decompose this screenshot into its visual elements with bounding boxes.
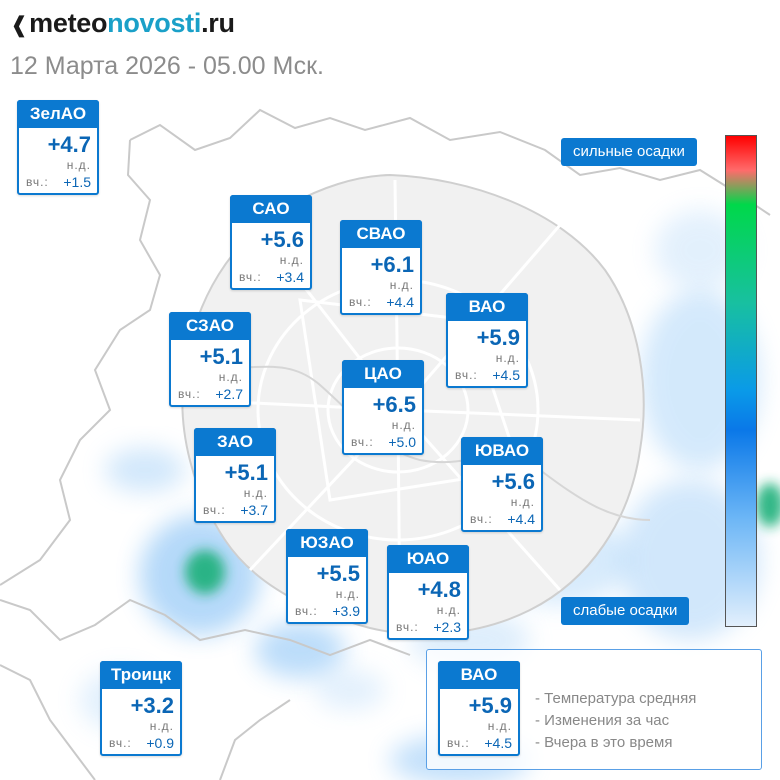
district-hourly-change: н.д. xyxy=(495,351,520,365)
district-card-svao: СВАО +6.1 н.д. вч.: +4.4 xyxy=(340,220,422,315)
district-yesterday-value: +4.4 xyxy=(386,294,414,310)
district-name: ЮЗАО xyxy=(286,529,368,557)
district-temp: +5.6 xyxy=(260,227,304,252)
district-card-zao: ЗАО +5.1 н.д. вч.: +3.7 xyxy=(194,428,276,523)
district-yesterday-label: вч.: xyxy=(203,503,226,517)
district-yesterday-label: вч.: xyxy=(455,368,478,382)
district-name: ЗАО xyxy=(194,428,276,456)
district-yesterday-label: вч.: xyxy=(349,295,372,309)
district-yesterday-value: +3.9 xyxy=(332,603,360,619)
district-yesterday-value: +2.3 xyxy=(433,619,461,635)
district-name: ЦАО xyxy=(342,360,424,388)
district-name: ЮВАО xyxy=(461,437,543,465)
district-temp: +6.1 xyxy=(370,252,414,277)
forecast-datetime: 12 Марта 2026 - 05.00 Мск. xyxy=(10,52,324,80)
district-yesterday-value: +4.5 xyxy=(484,735,512,751)
district-card-sao: САО +5.6 н.д. вч.: +3.4 xyxy=(230,195,312,290)
district-yesterday-label: вч.: xyxy=(109,736,132,750)
district-hourly-change: н.д. xyxy=(391,418,416,432)
district-yesterday-value: +4.4 xyxy=(507,511,535,527)
district-temp: +4.8 xyxy=(417,577,461,602)
district-temp: +5.9 xyxy=(476,325,520,350)
legend-panel: ВАО +5.9 н.д. вч.: +4.5 - Температура ср… xyxy=(426,649,762,770)
district-yesterday-value: +5.0 xyxy=(388,434,416,450)
district-hourly-change: н.д. xyxy=(66,158,91,172)
district-name: СВАО xyxy=(340,220,422,248)
district-hourly-change: н.д. xyxy=(218,370,243,384)
weak-precip-label: слабые осадки xyxy=(561,597,690,625)
district-card-szao: СЗАО +5.1 н.д. вч.: +2.7 xyxy=(169,312,251,407)
logo-part-novosti: novosti xyxy=(107,8,202,38)
district-card-cao: ЦАО +6.5 н.д. вч.: +5.0 xyxy=(342,360,424,455)
district-hourly-change: н.д. xyxy=(487,719,512,733)
district-name: ВАО xyxy=(446,293,528,321)
district-yesterday-label: вч.: xyxy=(239,270,262,284)
district-yesterday-label: вч.: xyxy=(295,604,318,618)
district-temp: +5.5 xyxy=(316,561,360,586)
district-name: САО xyxy=(230,195,312,223)
district-yesterday-value: +3.4 xyxy=(276,269,304,285)
district-card-zelao: ЗелАО +4.7 н.д. вч.: +1.5 xyxy=(17,100,99,195)
district-yesterday-label: вч.: xyxy=(351,435,374,449)
district-yesterday-label: вч.: xyxy=(178,387,201,401)
district-name: СЗАО xyxy=(169,312,251,340)
district-yesterday-label: вч.: xyxy=(396,620,419,634)
district-card-vao: ВАО +5.9 н.д. вч.: +4.5 xyxy=(446,293,528,388)
district-yesterday-value: +4.5 xyxy=(492,367,520,383)
district-yesterday-label: вч.: xyxy=(447,736,470,750)
district-temp: +5.1 xyxy=(199,344,243,369)
river xyxy=(189,359,651,521)
district-card-yuvao: ЮВАО +5.6 н.д. вч.: +4.4 xyxy=(461,437,543,532)
district-hourly-change: н.д. xyxy=(279,253,304,267)
district-hourly-change: н.д. xyxy=(243,486,268,500)
district-hourly-change: н.д. xyxy=(389,278,414,292)
district-yesterday-value: +2.7 xyxy=(215,386,243,402)
district-yesterday-value: +1.5 xyxy=(63,174,91,190)
district-name: ВАО xyxy=(438,661,520,689)
legend-example-card: ВАО +5.9 н.д. вч.: +4.5 xyxy=(438,661,520,756)
district-hourly-change: н.д. xyxy=(149,719,174,733)
logo-arrow-icon: ❰ xyxy=(10,12,29,37)
district-temp: +6.5 xyxy=(372,392,416,417)
city-boundary xyxy=(0,108,771,780)
precipitation-scale-bar xyxy=(725,135,757,627)
district-hourly-change: н.д. xyxy=(436,603,461,617)
district-temp: +3.2 xyxy=(130,693,174,718)
district-yesterday-value: +0.9 xyxy=(146,735,174,751)
site-logo[interactable]: ❰meteonovosti.ru xyxy=(10,8,235,39)
strong-precip-label: сильные осадки xyxy=(561,138,697,166)
district-yesterday-label: вч.: xyxy=(26,175,49,189)
district-card-yuzao: ЮЗАО +5.5 н.д. вч.: +3.9 xyxy=(286,529,368,624)
district-hourly-change: н.д. xyxy=(510,495,535,509)
district-yesterday-value: +3.7 xyxy=(240,502,268,518)
district-yesterday-label: вч.: xyxy=(470,512,493,526)
district-name: ЮАО xyxy=(387,545,469,573)
district-temp: +5.9 xyxy=(468,693,512,718)
district-temp: +5.1 xyxy=(224,460,268,485)
legend-line-average-temp: - Температура средняя xyxy=(535,690,697,707)
district-name: Троицк xyxy=(100,661,182,689)
legend-line-yesterday: - Вчера в это время xyxy=(535,734,673,751)
district-name: ЗелАО xyxy=(17,100,99,128)
district-temp: +4.7 xyxy=(47,132,91,157)
district-card-yuao: ЮАО +4.8 н.д. вч.: +2.3 xyxy=(387,545,469,640)
logo-part-domain: .ru xyxy=(201,8,235,38)
district-temp: +5.6 xyxy=(491,469,535,494)
district-card-troitsk: Троицк +3.2 н.д. вч.: +0.9 xyxy=(100,661,182,756)
logo-part-meteo: meteo xyxy=(29,8,108,38)
legend-line-hourly-change: - Изменения за час xyxy=(535,712,670,729)
district-hourly-change: н.д. xyxy=(335,587,360,601)
